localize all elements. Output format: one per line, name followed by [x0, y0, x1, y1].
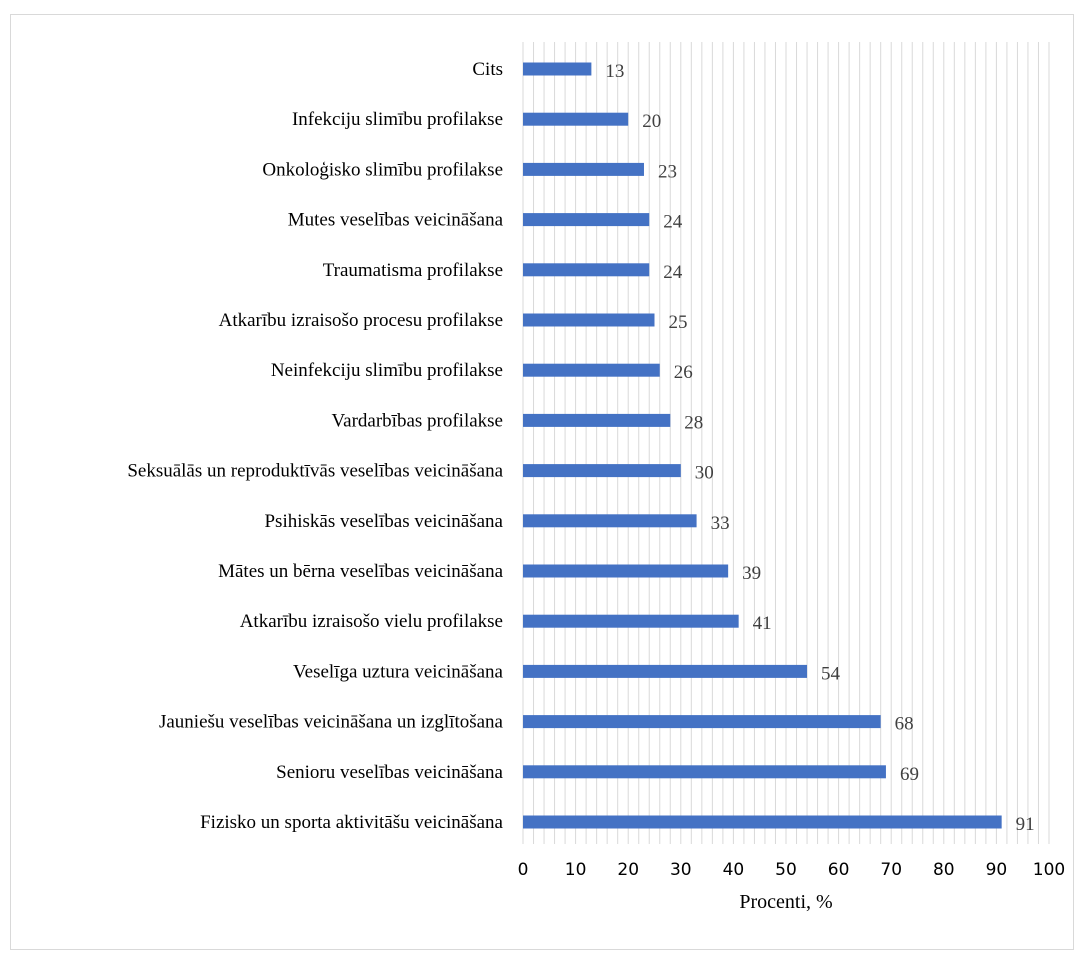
bar-1 — [523, 112, 629, 126]
bar-9 — [523, 514, 697, 528]
category-label: Neinfekciju slimību profilakse — [271, 360, 503, 381]
value-label: 28 — [684, 412, 703, 433]
value-labels: 13 20 23 24 24 25 26 28 30 33 39 41 54 68 69 91 — [605, 61, 1034, 835]
x-tick-label: 20 — [617, 860, 639, 880]
bar-7 — [523, 413, 671, 427]
x-axis-title: Procenti, % — [739, 891, 832, 913]
category-label: Traumatisma profilakse — [323, 260, 503, 281]
category-label: Psihiskās veselības veicināšana — [264, 511, 503, 532]
value-label: 23 — [658, 161, 677, 182]
bars — [523, 62, 1002, 829]
bar-8 — [523, 464, 681, 478]
category-labels: Cits Infekciju slimību profilakse Onkoloģi… — [127, 59, 503, 833]
value-label: 69 — [900, 764, 919, 785]
bar-13 — [523, 715, 881, 729]
value-label: 24 — [663, 262, 683, 283]
category-label: Atkarību izraisošo procesu profilakse — [219, 310, 503, 331]
category-label: Senioru veselības veicināšana — [276, 762, 503, 783]
category-label: Cits — [472, 59, 503, 80]
value-label: 26 — [674, 362, 693, 383]
x-tick-label: 0 — [518, 860, 529, 880]
bar-6 — [523, 363, 660, 377]
bar-14 — [523, 765, 886, 779]
value-label: 30 — [695, 463, 714, 484]
value-label: 13 — [605, 61, 624, 82]
category-label: Jauniešu veselības veicināšana un izglīt… — [159, 712, 504, 733]
value-label: 24 — [663, 212, 683, 233]
bar-11 — [523, 614, 739, 628]
bar-3 — [523, 213, 650, 227]
x-tick-label: 100 — [1033, 860, 1065, 880]
bar-12 — [523, 664, 808, 678]
value-label: 41 — [753, 613, 772, 634]
x-tick-label: 70 — [880, 860, 902, 880]
value-label: 91 — [1016, 814, 1035, 835]
category-label: Seksuālās un reproduktīvās veselības vei… — [127, 461, 503, 482]
category-label: Atkarību izraisošo vielu profilakse — [240, 611, 503, 632]
value-label: 54 — [821, 663, 841, 684]
x-tick-label: 30 — [670, 860, 692, 880]
bar-10 — [523, 564, 729, 578]
category-label: Infekciju slimību profilakse — [292, 109, 503, 130]
x-tick-label: 90 — [986, 860, 1008, 880]
value-label: 68 — [895, 714, 914, 735]
bar-2 — [523, 162, 644, 176]
x-tick-label: 80 — [933, 860, 955, 880]
category-label: Vardarbības profilakse — [332, 410, 503, 431]
bar-0 — [523, 62, 592, 76]
bar-15 — [523, 815, 1002, 829]
value-label: 20 — [642, 111, 661, 132]
x-tick-label: 50 — [775, 860, 797, 880]
bar-5 — [523, 313, 655, 327]
category-label: Mutes veselības veicināšana — [288, 210, 504, 231]
x-tick-label: 10 — [565, 860, 587, 880]
value-label: 25 — [669, 312, 688, 333]
x-tick-label: 40 — [723, 860, 745, 880]
x-tick-labels: 0 10 20 30 40 50 60 70 80 90 100 — [518, 860, 1066, 880]
category-label: Onkoloģisko slimību profilakse — [262, 159, 503, 180]
x-tick-label: 60 — [828, 860, 850, 880]
bar-4 — [523, 263, 650, 277]
value-label: 33 — [711, 513, 730, 534]
value-label: 39 — [742, 563, 761, 584]
category-label: Mātes un bērna veselības veicināšana — [218, 561, 503, 582]
category-label: Veselīga uztura veicināšana — [293, 661, 504, 682]
category-label: Fizisko un sporta aktivitāšu veicināšana — [200, 812, 503, 833]
